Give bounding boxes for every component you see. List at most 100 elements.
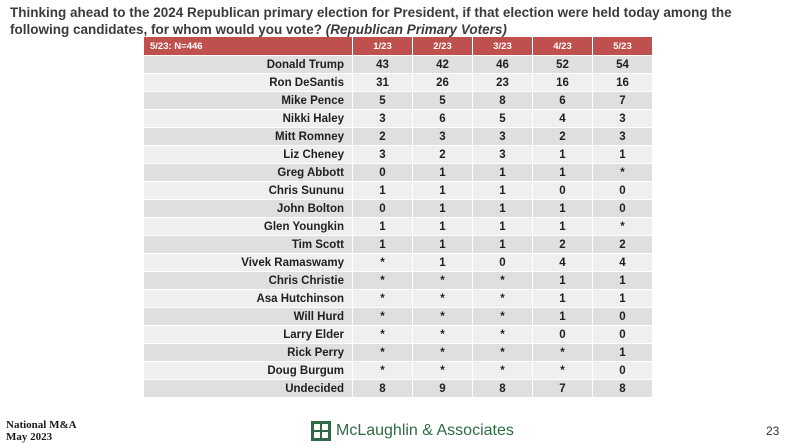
column-header: 4/23 (532, 37, 592, 55)
footer-source: National M&A May 2023 (6, 419, 77, 443)
table-cell: 52 (532, 56, 592, 73)
table-cell: * (592, 164, 652, 181)
candidate-name: Will Hurd (293, 310, 344, 323)
table-cell: * (412, 326, 472, 343)
candidate-name: John Bolton (276, 202, 344, 215)
table-row: John Bolton 0 1 1 1 0 (144, 200, 652, 218)
candidate-name: Larry Elder (283, 328, 344, 341)
column-header: 2/23 (412, 37, 472, 55)
table-cell: 8 (472, 380, 532, 397)
table-cell: 5 (472, 110, 532, 127)
table-cell: 5 (412, 92, 472, 109)
candidate-name: Tim Scott (291, 238, 344, 251)
table-cell: * (472, 272, 532, 289)
candidate-name: Undecided (285, 382, 344, 395)
column-header: 1/23 (352, 37, 412, 55)
page-title: Thinking ahead to the 2024 Republican pr… (10, 4, 770, 38)
table-cell: 1 (352, 182, 412, 199)
table-cell: * (532, 362, 592, 379)
table-cell: * (352, 254, 412, 271)
table-cell: 1 (412, 236, 472, 253)
table-cell: 1 (592, 272, 652, 289)
table-cell: 2 (352, 128, 412, 145)
results-table: 5/23: N=446 1/23 2/23 3/23 4/23 5/23 Don… (144, 37, 652, 398)
table-row: Tim Scott 1 1 1 2 2 (144, 236, 652, 254)
table-row: Greg Abbott 0 1 1 1 * (144, 164, 652, 182)
table-cell: 54 (592, 56, 652, 73)
table-cell: 26 (412, 74, 472, 91)
table-cell: 1 (352, 236, 412, 253)
table-cell: 5 (352, 92, 412, 109)
footer-line-1: National M&A (6, 419, 77, 431)
table-cell: * (352, 272, 412, 289)
table-cell: 16 (532, 74, 592, 91)
table-cell: 0 (472, 254, 532, 271)
table-row: Glen Youngkin 1 1 1 1 * (144, 218, 652, 236)
table-cell: 7 (592, 92, 652, 109)
table-cell: 43 (352, 56, 412, 73)
table-cell: 1 (472, 164, 532, 181)
candidate-name: Chris Sununu (268, 184, 344, 197)
table-body: Donald Trump 43 42 46 52 54 Ron DeSantis 31 26 23… (144, 56, 652, 398)
table-cell: 1 (472, 236, 532, 253)
logo-text: McLaughlin & Associates (336, 422, 514, 439)
table-row: Vivek Ramaswamy * 1 0 4 4 (144, 254, 652, 272)
table-cell: * (352, 308, 412, 325)
table-cell: 23 (472, 74, 532, 91)
table-cell: 16 (592, 74, 652, 91)
table-cell: 1 (532, 290, 592, 307)
table-cell: 0 (592, 182, 652, 199)
table-cell: 1 (532, 308, 592, 325)
table-cell: 2 (532, 236, 592, 253)
table-cell: * (412, 344, 472, 361)
table-row: Rick Perry * * * * 1 (144, 344, 652, 362)
candidate-name: Ron DeSantis (269, 76, 344, 89)
candidate-name: Vivek Ramaswamy (241, 256, 344, 269)
table-cell: * (472, 326, 532, 343)
table-cell: * (592, 218, 652, 235)
table-cell: * (472, 290, 532, 307)
table-cell: 1 (592, 146, 652, 163)
table-cell: * (352, 344, 412, 361)
table-cell: 0 (592, 326, 652, 343)
table-cell: 4 (532, 110, 592, 127)
table-cell: 6 (412, 110, 472, 127)
table-cell: 0 (532, 326, 592, 343)
candidate-name: Doug Burgum (267, 364, 344, 377)
table-cell: 1 (472, 182, 532, 199)
table-cell: 1 (412, 200, 472, 217)
table-cell: 4 (592, 254, 652, 271)
table-cell: 1 (592, 344, 652, 361)
page-number: 23 (766, 424, 780, 438)
table-header-row: 5/23: N=446 1/23 2/23 3/23 4/23 5/23 (144, 37, 652, 56)
table-cell: * (412, 290, 472, 307)
candidate-name: Liz Cheney (283, 148, 344, 161)
table-cell: 0 (592, 362, 652, 379)
table-row: Larry Elder * * * 0 0 (144, 326, 652, 344)
table-cell: 2 (532, 128, 592, 145)
table-cell: 4 (532, 254, 592, 271)
table-cell: 1 (532, 200, 592, 217)
table-row: Mitt Romney 2 3 3 2 3 (144, 128, 652, 146)
table-cell: 0 (352, 200, 412, 217)
table-cell: 3 (352, 146, 412, 163)
table-cell: 7 (532, 380, 592, 397)
table-cell: 3 (592, 110, 652, 127)
title-main-text: Thinking ahead to the 2024 Republican pr… (10, 5, 732, 37)
table-cell: 0 (352, 164, 412, 181)
table-cell: * (352, 362, 412, 379)
table-cell: 3 (412, 128, 472, 145)
company-logo: McLaughlin & Associates (311, 421, 514, 441)
table-cell: * (352, 290, 412, 307)
column-header: 5/23 (592, 37, 652, 55)
header-sample-label: 5/23: N=446 (150, 40, 203, 52)
table-cell: 1 (412, 218, 472, 235)
table-cell: * (352, 326, 412, 343)
candidate-name: Mitt Romney (275, 130, 344, 143)
mclaughlin-logo-icon (311, 421, 331, 441)
candidate-name: Greg Abbott (277, 166, 344, 179)
table-cell: 31 (352, 74, 412, 91)
table-cell: * (472, 362, 532, 379)
table-cell: * (412, 362, 472, 379)
candidate-name: Glen Youngkin (263, 220, 344, 233)
